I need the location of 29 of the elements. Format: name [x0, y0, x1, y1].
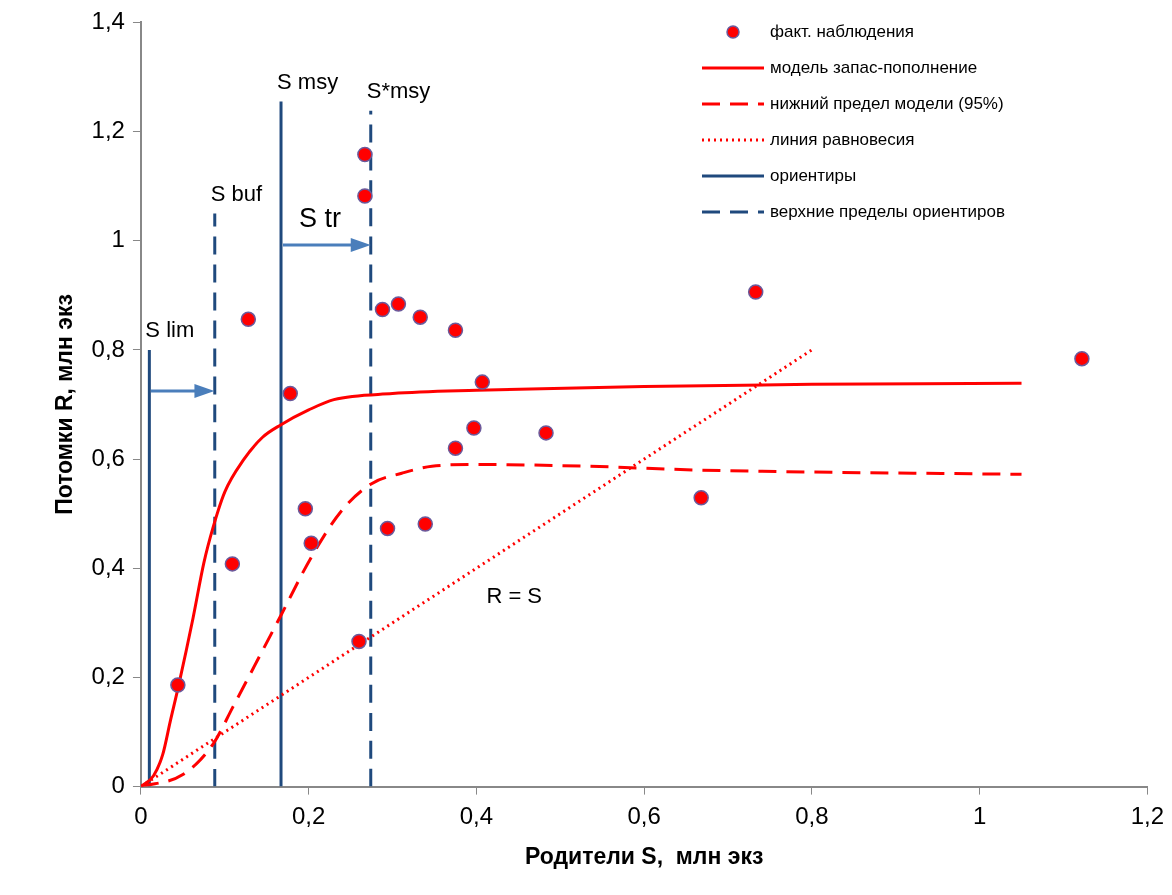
x-tick-label: 0,6	[627, 801, 661, 829]
y-tick-label: 0,4	[91, 552, 125, 580]
y-tick-label: 0,8	[91, 334, 125, 362]
x-axis-title: Родители S, млн экз	[524, 842, 764, 869]
legend-label: модель запас-пополнение	[770, 58, 978, 78]
y-tick-label: 0,6	[91, 443, 125, 471]
annotation: S buf	[210, 180, 264, 206]
x-tick-label: 0,4	[459, 801, 494, 829]
x-tick-label: 0,8	[795, 801, 829, 829]
annotation: S tr	[299, 203, 342, 234]
y-tick-label: 1,4	[91, 7, 125, 35]
legend-label: нижний предел модели (95%)	[770, 94, 1004, 114]
annotation: R = S	[486, 583, 543, 609]
y-tick-label: 0,2	[91, 662, 125, 690]
legend-label: верхние пределы ориентиров	[770, 202, 1006, 222]
y-tick-label: 0	[111, 771, 125, 799]
annotation: S*msy	[366, 77, 431, 103]
annotation: S lim	[145, 316, 195, 342]
y-axis-title: Потомки R, млн экз	[51, 294, 78, 515]
annotation: S msy	[277, 68, 339, 94]
legend-label: линия равновесия	[770, 130, 915, 150]
x-tick-label: 1	[972, 801, 987, 829]
y-tick-label: 1	[111, 225, 125, 253]
y-tick-label: 1,2	[91, 116, 125, 144]
x-tick-label: 0,2	[292, 801, 326, 829]
x-tick-label: 0	[134, 801, 148, 829]
legend-label: ориентиры	[770, 166, 857, 186]
x-tick-label: 1,2	[1130, 801, 1165, 829]
legend-label: факт. наблюдения	[770, 22, 914, 42]
